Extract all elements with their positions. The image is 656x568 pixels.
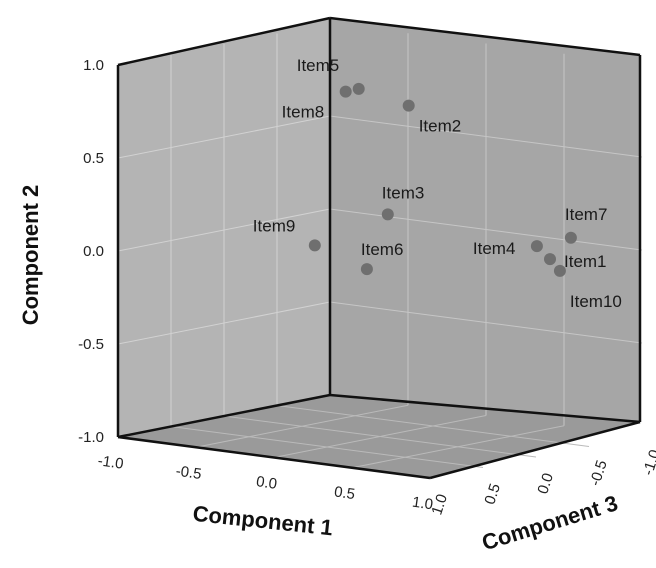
box-frame (116, 16, 642, 480)
y-tick-label: 1.0 (83, 57, 104, 74)
grid-line (351, 425, 565, 469)
z-tick-label: 1.0 (428, 492, 451, 517)
data-point (381, 208, 394, 221)
data-point (544, 253, 556, 266)
x-tick-label: -1.0 (97, 452, 125, 472)
y-tick-label: 0.0 (83, 243, 104, 260)
data-point (530, 240, 543, 253)
point-label: Item3 (382, 183, 425, 202)
point-label: Item10 (570, 292, 622, 311)
point-label: Item4 (473, 239, 516, 258)
y-tick-label: -0.5 (78, 336, 104, 353)
z-tick-label: 0.0 (534, 471, 557, 496)
axis-title-z: Component 3 (479, 490, 621, 555)
tick-labels: -1.0-0.50.00.51.0-1.0-0.50.00.51.01.0 0.5… (78, 57, 656, 517)
point-label: Item9 (253, 216, 296, 235)
data-point (360, 263, 373, 276)
data-point (402, 99, 415, 112)
point-label: Item1 (564, 252, 607, 271)
x-tick-label: 1.0 (411, 494, 434, 514)
data-point (308, 239, 321, 252)
grid-line (223, 415, 537, 458)
grid-line (117, 115, 331, 159)
data-point (352, 82, 365, 95)
point-label: Item7 (565, 205, 608, 224)
axis-title-y: Component 2 (18, 185, 43, 326)
x-tick-label: 0.0 (255, 473, 278, 493)
y-tick-label: -1.0 (78, 429, 104, 446)
grid-line (170, 426, 484, 468)
point-label: Item2 (419, 117, 462, 136)
point-label: Item6 (361, 240, 404, 259)
data-point (553, 264, 566, 277)
point-label: Item8 (282, 103, 325, 122)
z-tick-label: -0.5 (587, 458, 611, 488)
y-tick-label: 0.5 (83, 150, 104, 167)
point-label: Item5 (297, 56, 340, 75)
x-tick-label: -0.5 (175, 463, 203, 483)
z-tick-label: 0.5 (481, 482, 504, 507)
data-point (564, 231, 577, 244)
axis-title-x: Component 1 (192, 501, 334, 541)
x-tick-label: 0.5 (333, 483, 356, 503)
data-points: Item5 Item8 Item2 Item7 Item4 Item1 Item10 Item… (253, 56, 622, 311)
z-tick-label: -1.0 (640, 448, 656, 478)
grid-line (329, 115, 643, 158)
data-point (339, 85, 352, 98)
